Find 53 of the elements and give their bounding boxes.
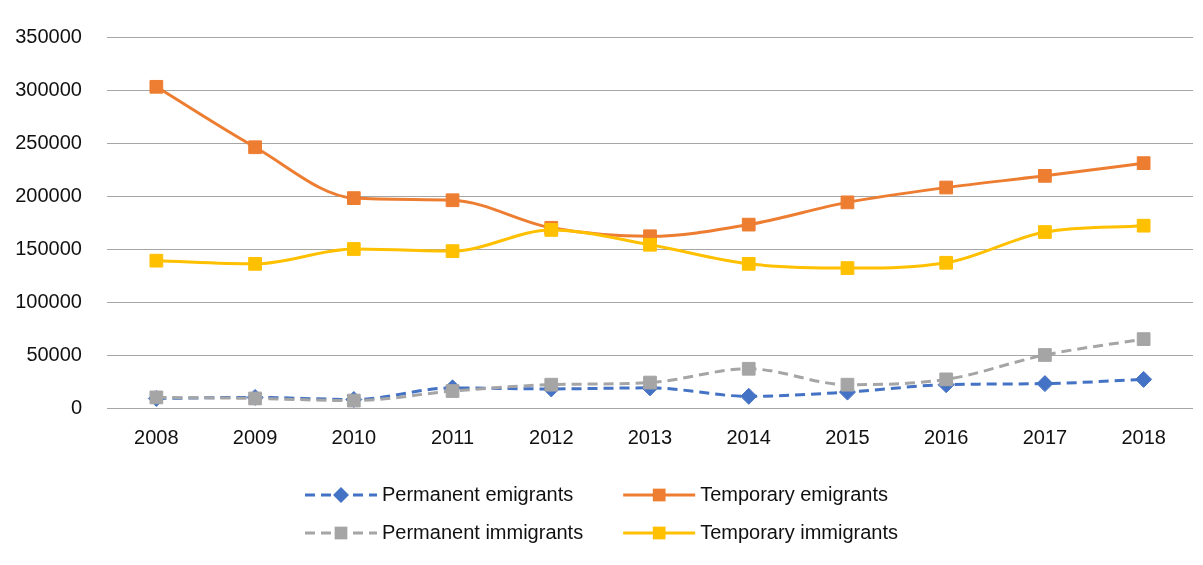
point (1038, 169, 1052, 183)
y-tick-label: 200000 (15, 183, 82, 206)
x-tick-label: 2017 (1022, 425, 1068, 448)
point (445, 244, 460, 258)
point (939, 255, 954, 270)
point (1135, 370, 1153, 388)
legend-label: Permanent emigrants (382, 482, 574, 505)
point (149, 79, 164, 94)
point (346, 191, 361, 205)
point (1136, 218, 1151, 233)
x-tick-label: 2015 (825, 425, 870, 448)
point (1136, 156, 1151, 170)
point (741, 361, 756, 376)
point (248, 140, 262, 155)
point (248, 256, 262, 271)
point (939, 372, 954, 387)
y-tick-label: 300000 (15, 77, 82, 100)
legend-label: Permanent immigrants (382, 520, 584, 543)
legend-label: Temporary emigrants (700, 482, 889, 505)
y-tick-label: 0 (70, 395, 82, 418)
y-tick-label: 150000 (15, 236, 82, 259)
point (149, 253, 164, 268)
point (1038, 348, 1052, 362)
point (346, 242, 361, 256)
x-tick-label: 2009 (232, 425, 278, 448)
point (741, 217, 756, 232)
point (1136, 332, 1151, 346)
point (939, 180, 954, 195)
point (544, 377, 559, 392)
x-tick-label: 2010 (331, 425, 377, 448)
y-tick-label: 50000 (26, 342, 82, 365)
x-tick-label: 2008 (134, 425, 179, 448)
point (840, 377, 855, 392)
legend-label: Temporary immigrants (700, 520, 899, 543)
y-tick-label: 350000 (15, 24, 82, 47)
point (445, 384, 460, 398)
x-tick-label: 2016 (923, 425, 969, 448)
point (1036, 375, 1054, 393)
x-tick-label: 2014 (726, 425, 771, 448)
point (1038, 225, 1052, 239)
point (840, 195, 855, 210)
point (741, 256, 756, 271)
y-tick-label: 100000 (15, 289, 82, 312)
point (740, 387, 758, 405)
point (840, 261, 855, 275)
point (643, 375, 657, 390)
x-tick-label: 2013 (627, 425, 673, 448)
point (445, 193, 460, 208)
x-tick-label: 2018 (1121, 425, 1166, 448)
y-tick-label: 250000 (15, 130, 82, 153)
point (643, 237, 657, 252)
x-tick-label: 2012 (529, 425, 574, 448)
x-tick-label: 2011 (431, 425, 475, 448)
